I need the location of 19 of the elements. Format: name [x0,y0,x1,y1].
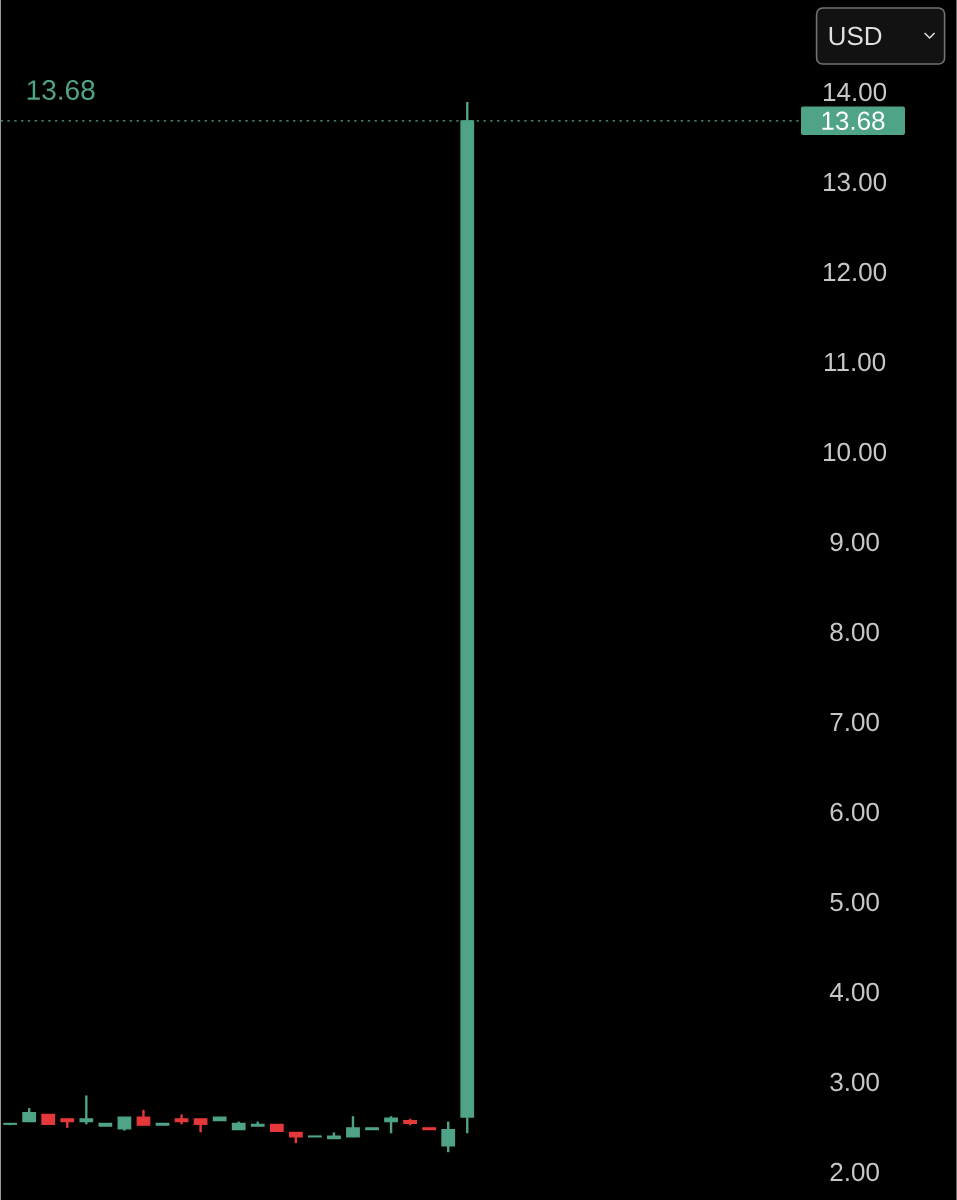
y-tick-label: 14.00 [824,82,887,102]
y-tick-label: 9.00 [830,532,880,552]
y-tick-label: 10.00 [824,442,887,462]
y-tick-label: 2.00 [830,1162,880,1182]
y-tick-label: 8.00 [830,622,880,642]
y-tick-label: 4.00 [830,982,880,1002]
candlestick [79,1094,94,1126]
ref-line-label: 13.68 [822,111,885,130]
y-tick-label: 12.00 [824,262,887,282]
candlestick [441,1120,456,1154]
text: USD [829,26,882,46]
y-tick-label: 3.00 [830,1072,880,1092]
y-tick-label: 7.00 [830,712,880,732]
y-tick-label: 13.00 [824,172,887,192]
y-tick-label: 6.00 [830,802,880,822]
candlestick [346,1114,361,1139]
annotation: 13.68 [28,80,95,100]
y-tick-label: 11.00 [825,352,886,372]
y-tick-label: 5.00 [830,892,880,912]
